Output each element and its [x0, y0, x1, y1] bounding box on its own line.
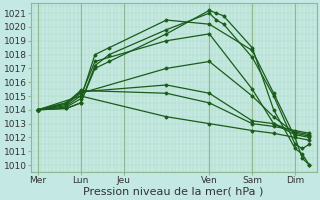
X-axis label: Pression niveau de la mer( hPa ): Pression niveau de la mer( hPa ) — [84, 187, 264, 197]
